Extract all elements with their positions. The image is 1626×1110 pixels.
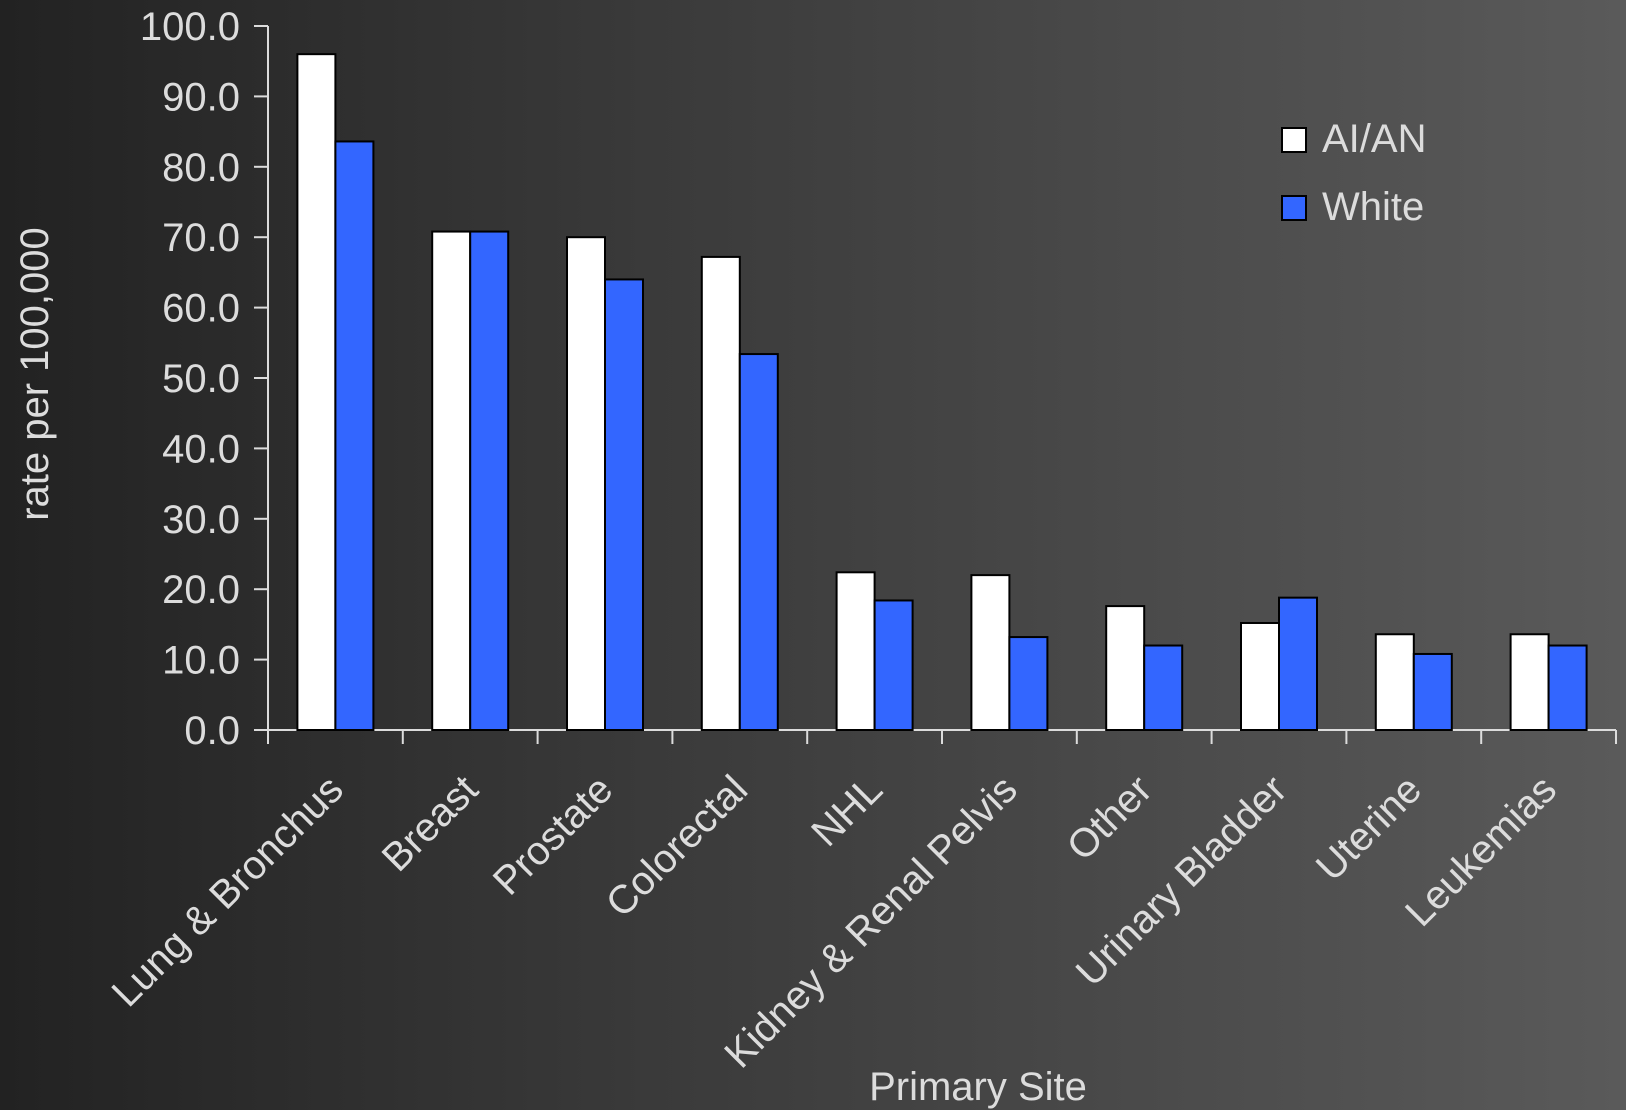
- bar-white-7: [1278, 596, 1318, 732]
- bar-white-0: [334, 140, 375, 731]
- y-axis-title: rate per 100,000: [13, 227, 57, 521]
- y-tick-label: 100.0: [140, 5, 240, 49]
- x-axis-title: Primary Site: [869, 1065, 1087, 1109]
- bar-ai-an-1: [431, 230, 472, 731]
- bar-ai-an-0: [296, 53, 337, 732]
- bar-ai-an-5: [970, 574, 1011, 731]
- legend-label: White: [1322, 185, 1424, 229]
- bar-ai-an-8: [1374, 633, 1415, 731]
- bar-white-8: [1412, 652, 1453, 732]
- bar-ai-an-4: [835, 571, 876, 732]
- y-tick-label: 30.0: [162, 498, 240, 542]
- x-tick-label: Uterine: [1308, 767, 1430, 889]
- legend-label: AI/AN: [1322, 117, 1426, 161]
- bar-white-6: [1143, 644, 1184, 732]
- y-tick-label: 60.0: [162, 287, 240, 331]
- bar-white-4: [873, 599, 914, 731]
- bar-ai-an-6: [1105, 605, 1146, 732]
- legend-swatch: [1281, 127, 1307, 153]
- y-tick-label: 80.0: [162, 146, 240, 190]
- bar-ai-an-2: [566, 236, 606, 731]
- x-tick-label: Lung & Bronchus: [104, 767, 352, 1015]
- legend: AI/AN White: [1281, 117, 1426, 229]
- y-tick-label: 50.0: [162, 357, 240, 401]
- y-tick-label: 70.0: [162, 216, 240, 260]
- y-tick-label: 10.0: [162, 639, 240, 683]
- x-tick-label: Other: [1059, 767, 1161, 869]
- bar-ai-an-9: [1509, 633, 1550, 731]
- x-tick-label: Colorectal: [598, 767, 756, 925]
- bar-white-9: [1547, 644, 1588, 732]
- bar-white-5: [1008, 636, 1049, 732]
- x-tick-label: Breast: [374, 767, 487, 880]
- y-tick-label: 90.0: [162, 75, 240, 119]
- bar-white-2: [604, 278, 644, 731]
- y-axis: 0.0 10.0 20.0 30.0 40.0 50.0 60.0 70.0 80.0 90.0 1…: [140, 5, 269, 753]
- y-tick-label: 40.0: [162, 427, 240, 471]
- bars: [296, 53, 1588, 732]
- bar-white-3: [738, 353, 779, 731]
- y-tick-label: 0.0: [184, 709, 240, 753]
- bar-ai-an-3: [700, 255, 741, 731]
- bar-ai-an-7: [1240, 621, 1280, 732]
- x-tick-label: NHL: [803, 767, 891, 855]
- x-tick-label: Prostate: [485, 767, 621, 903]
- legend-swatch: [1281, 195, 1307, 221]
- bar-white-1: [469, 230, 510, 731]
- y-tick-label: 20.0: [162, 568, 240, 612]
